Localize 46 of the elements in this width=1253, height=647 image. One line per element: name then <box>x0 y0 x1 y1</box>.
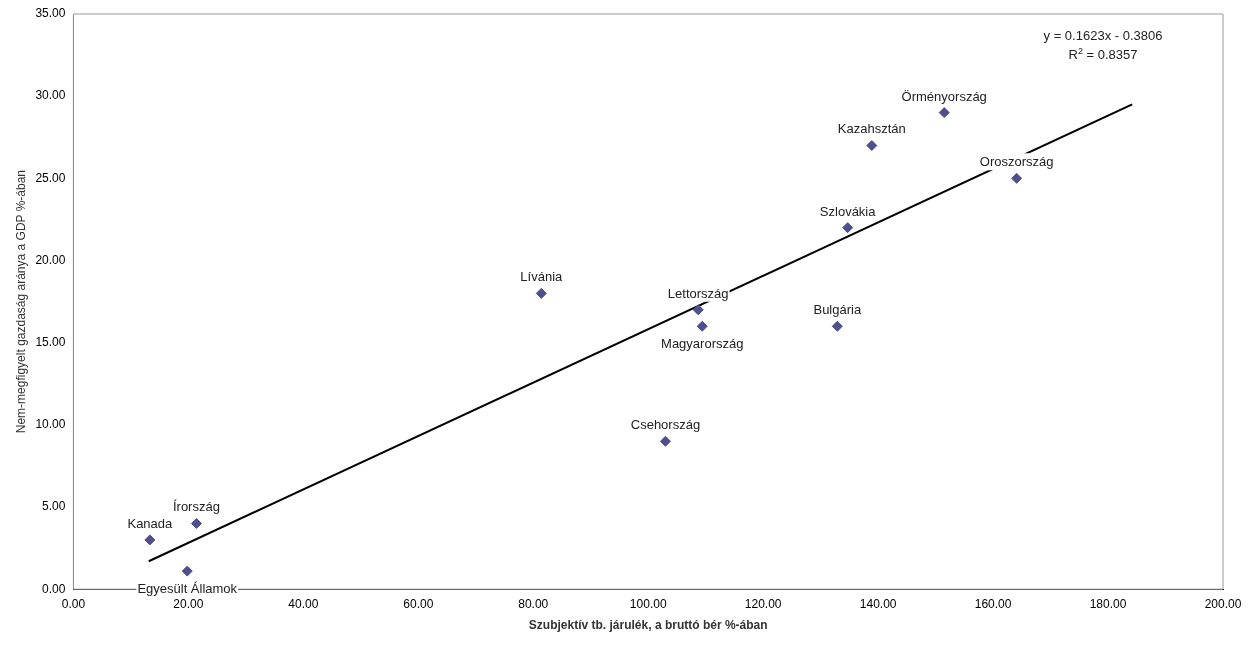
y-axis-title: Nem-megfigyelt gazdaság aránya a GDP %-ában <box>13 169 28 434</box>
x-tick-label: 160.00 <box>974 596 1012 611</box>
annotation: Bulgária <box>813 302 862 318</box>
x-tick-label: 180.00 <box>1089 596 1127 611</box>
point <box>866 139 878 151</box>
point <box>831 320 843 332</box>
annotation: Szlovákia <box>819 203 877 219</box>
annotation: Csehország <box>630 417 701 433</box>
point <box>696 320 708 332</box>
point <box>692 304 704 316</box>
point <box>535 287 547 299</box>
x-tick-label: 0.00 <box>61 596 86 611</box>
point <box>144 534 156 546</box>
x-tick-label: 80.00 <box>518 596 549 611</box>
annotation: Kazahsztán <box>837 121 906 137</box>
point <box>842 222 854 234</box>
point <box>190 517 202 529</box>
x-tick-label: 20.00 <box>173 596 204 611</box>
annotation: Oroszország <box>979 154 1054 170</box>
annotation: Egyesült Államok <box>137 581 238 597</box>
annotation: Írország <box>172 499 220 515</box>
annotation: Magyarország <box>661 336 744 352</box>
annotation: y = 0.1623x - 0.3806 <box>1043 28 1163 43</box>
x-tick-label: 200.00 <box>1204 596 1242 611</box>
y-tick-label: 35.00 <box>35 6 66 21</box>
x-tick-label: 120.00 <box>744 596 782 611</box>
x-tick-label: 140.00 <box>859 596 897 611</box>
x-tick-label: 60.00 <box>403 596 434 611</box>
point <box>938 107 950 119</box>
y-tick-label: 20.00 <box>35 252 66 267</box>
x-tick-label: 40.00 <box>288 596 319 611</box>
x-tick-label: 100.00 <box>629 596 667 611</box>
annotation: Lettország <box>667 285 729 301</box>
y-tick-label: 30.00 <box>35 88 66 103</box>
annotation: Lívánia <box>520 269 564 285</box>
y-tick-label: 15.00 <box>35 335 66 349</box>
annotation: Örményország <box>901 88 987 104</box>
annotation: Kanada <box>127 515 174 531</box>
y-tick-label: 5.00 <box>42 499 66 514</box>
point <box>659 435 671 447</box>
y-tick-label: 0.00 <box>42 581 66 596</box>
y-tick-label: 25.00 <box>35 170 66 185</box>
x-axis-title: Szubjektív tb. járulék, a bruttó bér %-ában <box>528 618 768 633</box>
point <box>181 565 193 577</box>
y-tick-label: 10.00 <box>35 417 66 432</box>
point <box>1011 172 1023 184</box>
